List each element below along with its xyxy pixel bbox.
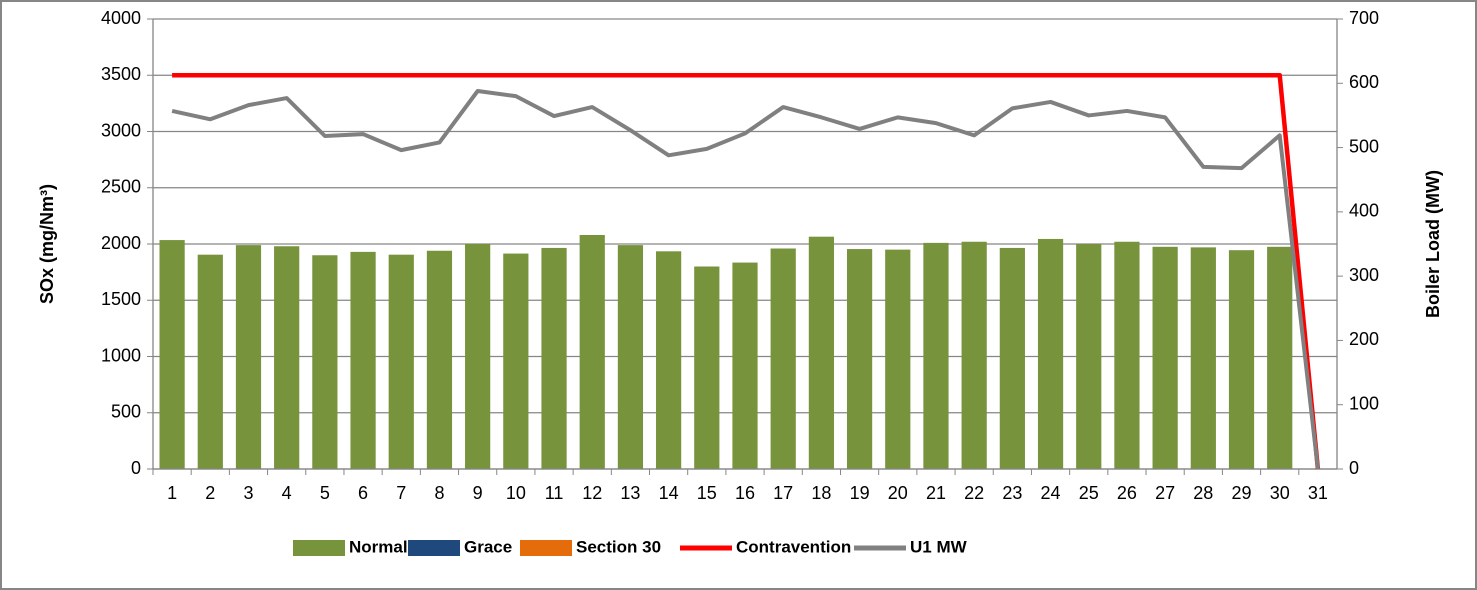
legend-label: Grace xyxy=(464,537,512,556)
x-tick-label: 2 xyxy=(205,483,215,503)
y-tick-label: 500 xyxy=(111,402,141,422)
x-tick-label: 5 xyxy=(320,483,330,503)
bar xyxy=(235,245,262,469)
bar xyxy=(426,250,453,469)
legend-swatch xyxy=(408,540,460,556)
y2-axis-title: Boiler Load (MW) xyxy=(1423,170,1443,318)
bar xyxy=(656,251,682,469)
bar xyxy=(312,255,338,469)
y2-tick-label: 400 xyxy=(1349,201,1379,221)
x-tick-label: 28 xyxy=(1193,483,1213,503)
x-tick-label: 17 xyxy=(773,483,793,503)
bar xyxy=(617,245,644,469)
bar xyxy=(1114,241,1140,469)
x-tick-label: 8 xyxy=(434,483,444,503)
bar xyxy=(885,249,911,469)
y-tick-label: 3000 xyxy=(101,120,141,140)
legend-label: Section 30 xyxy=(576,537,661,556)
y-tick-label: 1500 xyxy=(101,289,141,309)
x-tick-label: 26 xyxy=(1117,483,1137,503)
bar xyxy=(1267,246,1293,469)
y-tick-label: 2000 xyxy=(101,233,141,253)
legend-swatch xyxy=(293,540,345,556)
x-tick-label: 30 xyxy=(1270,483,1290,503)
y-axis-title: SOx (mg/Nm³) xyxy=(37,184,57,304)
x-tick-label: 16 xyxy=(735,483,755,503)
bar xyxy=(197,254,223,469)
y-tick-label: 3500 xyxy=(101,64,141,84)
x-tick-label: 6 xyxy=(358,483,368,503)
legend-label: Contravention xyxy=(736,537,851,556)
legend-label: U1 MW xyxy=(910,537,968,556)
x-tick-label: 21 xyxy=(926,483,946,503)
x-tick-label: 7 xyxy=(396,483,406,503)
x-tick-label: 10 xyxy=(506,483,526,503)
y2-tick-label: 600 xyxy=(1349,72,1379,92)
x-tick-label: 22 xyxy=(964,483,984,503)
bar xyxy=(1228,250,1255,469)
x-tick-label: 14 xyxy=(659,483,679,503)
x-tick-label: 20 xyxy=(888,483,908,503)
bar xyxy=(923,242,949,469)
bar xyxy=(274,246,300,469)
bar xyxy=(1152,246,1178,469)
y-tick-label: 4000 xyxy=(101,8,141,28)
y2-tick-label: 200 xyxy=(1349,329,1379,349)
bar xyxy=(350,251,376,469)
x-tick-label: 25 xyxy=(1079,483,1099,503)
legend-swatch xyxy=(520,540,572,556)
y-tick-label: 0 xyxy=(131,458,141,478)
x-tick-label: 1 xyxy=(167,483,177,503)
x-tick-label: 11 xyxy=(545,483,564,503)
x-tick-label: 18 xyxy=(811,483,831,503)
y2-tick-label: 0 xyxy=(1349,458,1359,478)
bar xyxy=(961,241,987,469)
y-tick-label: 1000 xyxy=(101,345,141,365)
bar xyxy=(503,253,529,469)
x-tick-label: 12 xyxy=(582,483,602,503)
legend-label: Normal xyxy=(349,537,408,556)
bar xyxy=(694,266,720,469)
bar xyxy=(1037,238,1064,469)
x-tick-label: 29 xyxy=(1232,483,1252,503)
bar xyxy=(770,248,796,469)
y2-tick-label: 500 xyxy=(1349,136,1379,156)
line-series xyxy=(171,89,1320,470)
line-series xyxy=(172,73,1321,470)
y2-tick-label: 300 xyxy=(1349,265,1379,285)
x-tick-label: 24 xyxy=(1041,483,1061,503)
bar xyxy=(579,235,605,469)
x-tick-label: 15 xyxy=(697,483,717,503)
x-tick-label: 19 xyxy=(850,483,870,503)
bar xyxy=(808,236,834,469)
y2-tick-label: 700 xyxy=(1349,8,1379,28)
y-tick-label: 2500 xyxy=(101,177,141,197)
x-tick-label: 3 xyxy=(243,483,253,503)
bar xyxy=(541,247,567,469)
bar xyxy=(159,240,185,469)
bar xyxy=(732,262,758,469)
y2-tick-label: 100 xyxy=(1349,393,1379,413)
x-tick-label: 27 xyxy=(1155,483,1175,503)
bar xyxy=(388,254,414,469)
bar xyxy=(1076,244,1102,469)
x-tick-label: 31 xyxy=(1308,483,1328,503)
bar xyxy=(999,247,1025,469)
x-tick-label: 23 xyxy=(1002,483,1022,503)
bar xyxy=(846,249,873,469)
x-tick-label: 4 xyxy=(282,483,292,503)
bar xyxy=(1190,247,1216,469)
bar xyxy=(465,244,491,469)
x-tick-label: 9 xyxy=(473,483,483,503)
x-tick-label: 13 xyxy=(620,483,640,503)
